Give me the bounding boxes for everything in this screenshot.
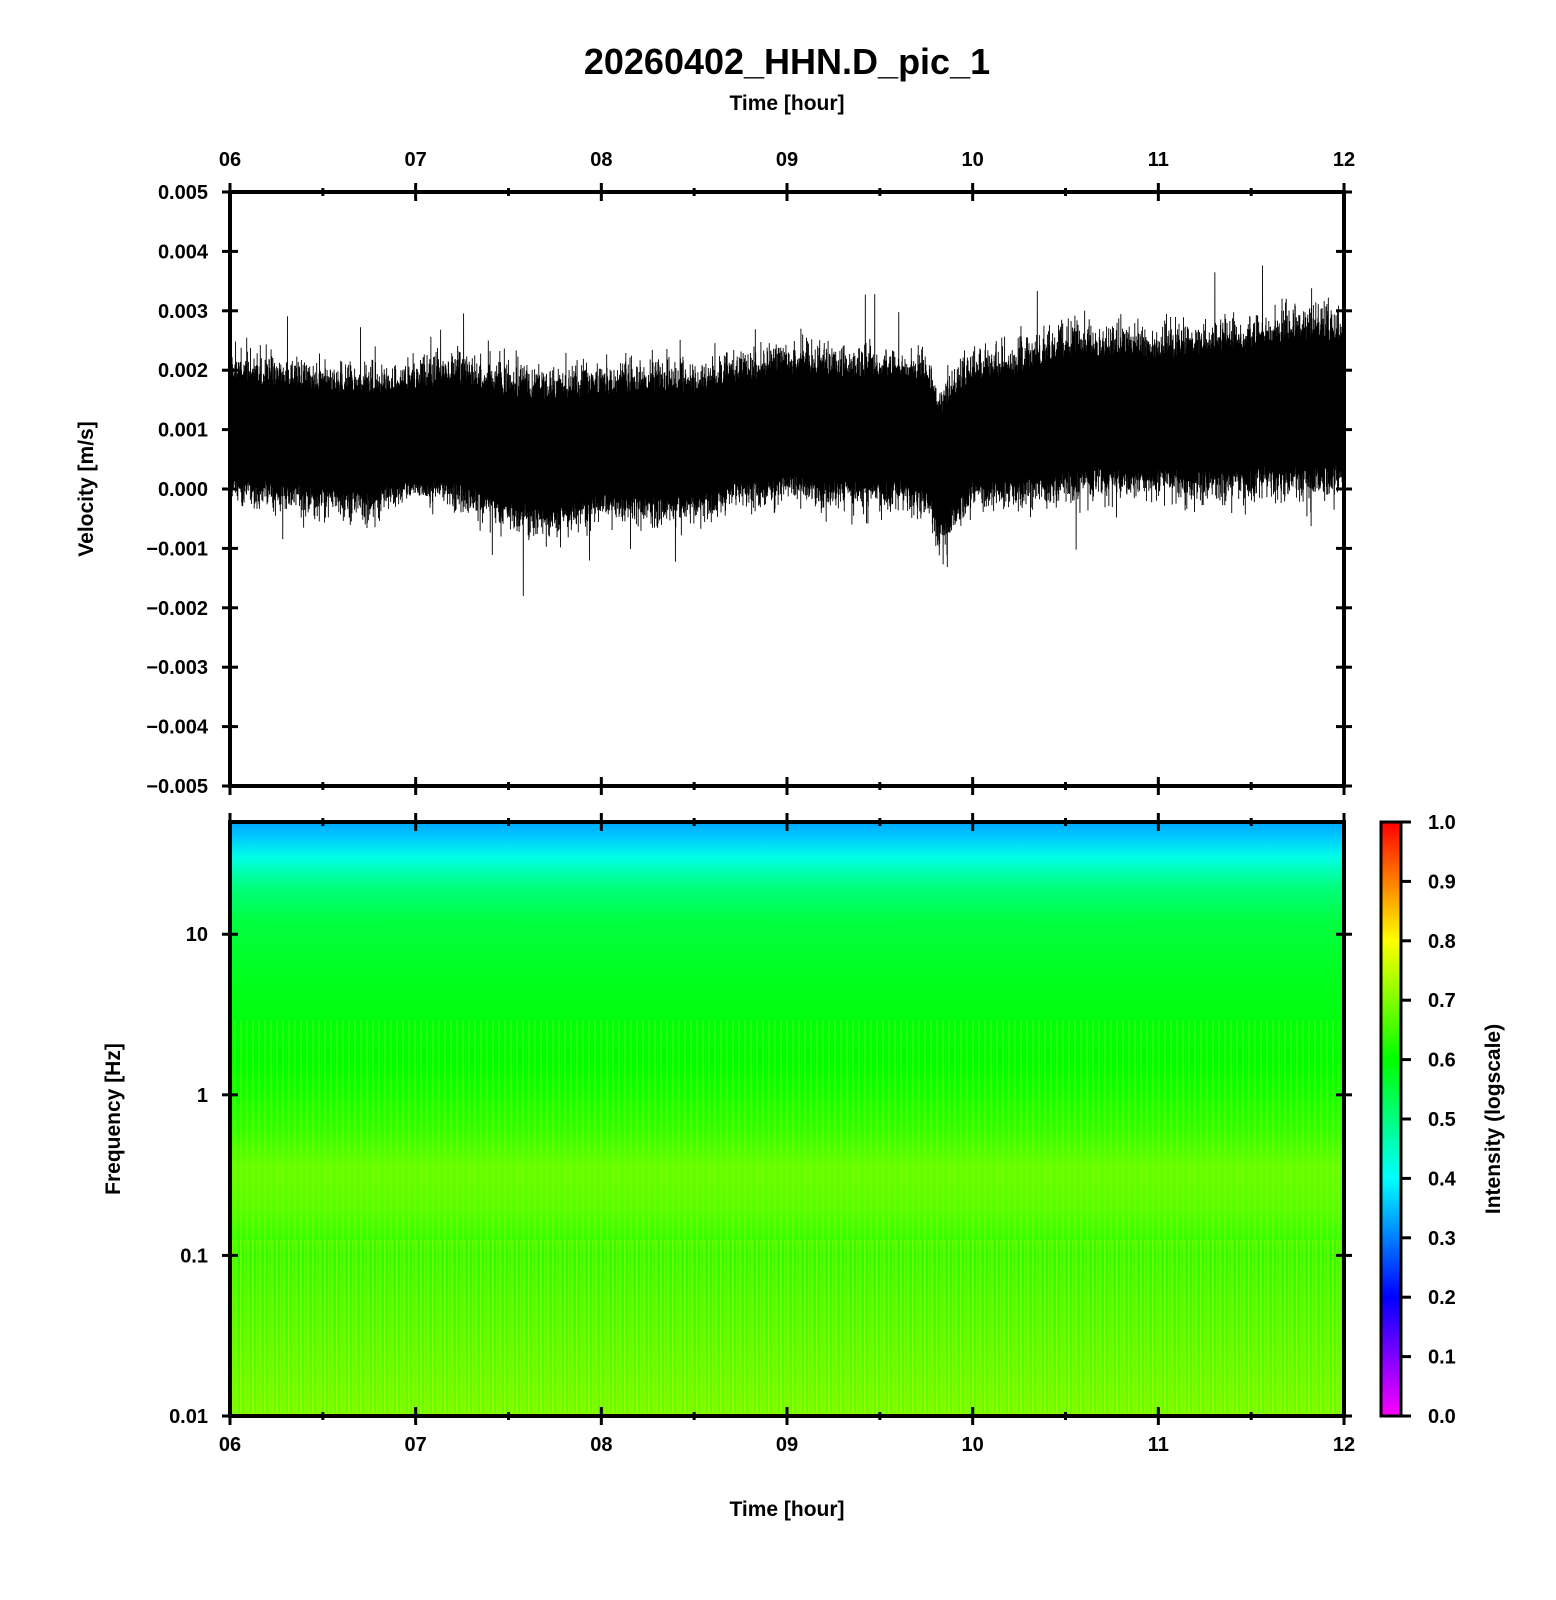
waveform-y-tick-label: −0.004 [146,717,209,739]
colorbar-tick-label: 1.0 [1428,812,1456,834]
waveform-trace [229,265,1345,596]
spectrogram-y-ticks: 10 1 0.1 0.01 [169,924,1352,1428]
spectrogram-y-tick-label: 0.01 [169,1406,208,1428]
colorbar-tick-label: 0.5 [1428,1109,1456,1131]
colorbar-tick-label: 0.0 [1428,1406,1456,1428]
waveform-y-tick-label: −0.005 [146,776,208,798]
spectrogram-x-tick-label: 12 [1333,1434,1355,1456]
colorbar: 1.0 0.9 0.8 0.7 0.6 0.5 0.4 0.3 0.2 0.1 0.0 Intens… [1379,812,1505,1428]
waveform-y-tick-label: 0.001 [158,420,208,442]
colorbar-gradient [1379,820,1403,1418]
colorbar-tick-label: 0.8 [1428,931,1456,953]
waveform-y-tick-label: −0.003 [146,657,208,679]
spectrogram-x-tick-label: 07 [405,1434,427,1456]
spectrogram-y-tick-label: 0.1 [180,1245,208,1267]
waveform-y-tick-label: 0.005 [158,182,208,204]
waveform-x-tick-label: 06 [219,149,241,171]
waveform-y-ticks: 0.005 0.004 0.003 0.002 0.001 0.000 −0.001 −0.0… [146,182,1352,798]
colorbar-tick-label: 0.7 [1428,990,1456,1012]
colorbar-ticks: 1.0 0.9 0.8 0.7 0.6 0.5 0.4 0.3 0.2 0.1 0.0 [1401,812,1457,1428]
waveform-x-tick-label: 07 [405,149,427,171]
waveform-y-tick-label: 0.000 [158,479,208,501]
waveform-y-tick-label: −0.002 [146,598,208,620]
spectrogram-y-tick-label: 1 [197,1085,208,1107]
colorbar-tick-label: 0.9 [1428,871,1456,893]
spectrogram-texture-low [230,1240,1344,1416]
waveform-x-tick-label: 12 [1333,149,1355,171]
colorbar-tick-label: 0.3 [1428,1228,1456,1250]
waveform-core-band [230,340,1344,520]
waveform-x-tick-label: 11 [1148,149,1169,171]
bottom-x-axis-label: Time [hour] [729,1498,844,1521]
spectrogram-x-tick-label: 08 [590,1434,612,1456]
waveform-y-tick-label: −0.001 [146,538,208,560]
spectrogram-y-axis-label: Frequency [Hz] [102,1043,125,1195]
top-x-axis-label: Time [hour] [729,92,844,115]
colorbar-tick-label: 0.2 [1428,1287,1456,1309]
spectrogram-x-tick-label: 10 [962,1434,984,1456]
colorbar-label: Intensity (logscale) [1482,1024,1505,1214]
waveform-x-tick-label: 08 [590,149,612,171]
waveform-panel: 06 07 08 09 10 11 12 0.005 0.004 0.003 0.002 0.001… [75,149,1355,798]
waveform-y-tick-label: 0.004 [158,241,209,263]
spectrogram-x-tick-label: 06 [219,1434,241,1456]
colorbar-tick-label: 0.6 [1428,1050,1456,1072]
colorbar-tick-label: 0.4 [1428,1168,1457,1190]
waveform-x-tick-label: 09 [776,149,798,171]
colorbar-tick-label: 0.1 [1428,1347,1456,1369]
spectrogram-x-ticks: 06 07 08 09 10 11 12 [219,813,1355,1456]
waveform-y-tick-label: 0.003 [158,301,208,323]
spectrogram-y-tick-label: 10 [186,924,208,946]
waveform-x-tick-label: 10 [962,149,984,171]
spectrogram-panel: 06 07 08 09 10 11 12 10 1 0.1 0.01 Frequency [Hz]… [102,813,1355,1521]
chart-title: 20260402_HHN.D_pic_1 [584,41,990,82]
spectrogram-x-tick-label: 11 [1148,1434,1169,1456]
spectrogram-x-tick-label: 09 [776,1434,798,1456]
waveform-y-tick-label: 0.002 [158,360,208,382]
waveform-y-axis-label: Velocity [m/s] [75,421,98,556]
